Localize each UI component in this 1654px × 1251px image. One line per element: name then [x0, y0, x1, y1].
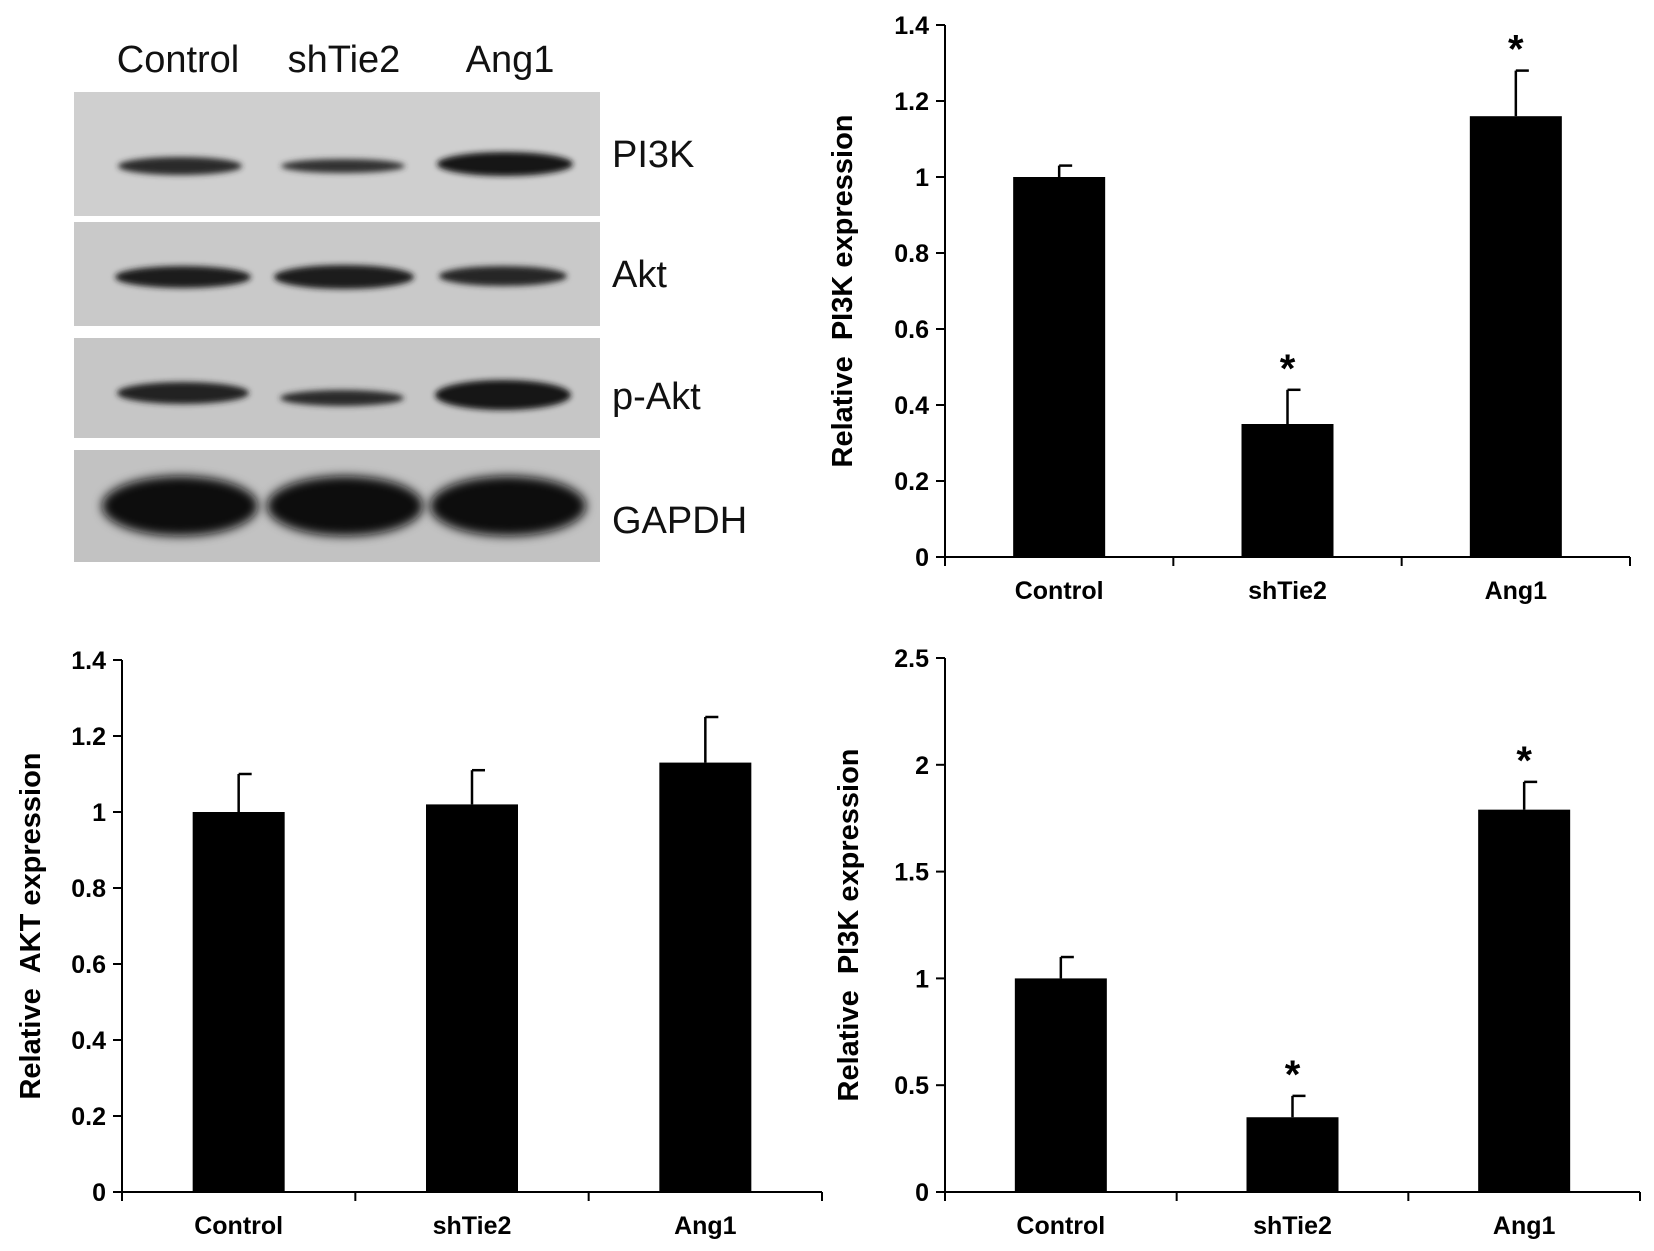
x-category-label: Ang1	[674, 1212, 737, 1240]
y-tick-label: 2	[915, 752, 929, 780]
lane-label-control: Control	[117, 39, 240, 81]
y-tick-label: 0.2	[71, 1103, 106, 1131]
lane-label-shtie2: shTie2	[288, 39, 401, 81]
x-category-label: shTie2	[1248, 577, 1327, 605]
y-tick-label: 0.6	[71, 951, 106, 979]
bar-chart-akt: 0 0.2 0.4 0.6 0.8 1 1.2 1.4 Control shTie2 Ang1 Rel…	[15, 647, 823, 1240]
bar-shtie2	[426, 804, 518, 1192]
blot-band-pi3k-shtie2	[281, 159, 405, 173]
y-tick-label: 1.2	[894, 88, 929, 116]
x-category-label: Ang1	[1493, 1212, 1556, 1240]
significance-marker: *	[1280, 347, 1296, 391]
blot-row-label-pakt: p-Akt	[612, 376, 701, 418]
blot-band-gapdh-shtie2	[267, 476, 423, 536]
y-tick-label: 1	[92, 799, 106, 827]
y-tick-label: 2.5	[894, 645, 929, 673]
blot-band-akt-shtie2	[274, 265, 414, 289]
blot-band-pakt-control	[117, 382, 249, 404]
y-tick-label: 1.4	[894, 12, 929, 40]
y-tick-label: 0.8	[894, 240, 929, 268]
lane-label-ang1: Ang1	[466, 39, 555, 81]
blot-band-gapdh-ang1	[430, 476, 586, 536]
blot-band-gapdh-control	[102, 476, 258, 536]
blot-band-pi3k-ang1	[437, 152, 573, 176]
bar-shtie2	[1246, 1117, 1339, 1192]
blot-row-label-gapdh: GAPDH	[612, 500, 747, 542]
y-axis-label: Relative PI3K expression	[833, 749, 865, 1102]
x-category-label: Control	[1016, 1212, 1105, 1240]
significance-marker: *	[1285, 1053, 1301, 1097]
y-tick-label: 1.2	[71, 723, 106, 751]
y-tick-label: 0	[915, 1179, 929, 1207]
western-blot-panel: Control shTie2 Ang1 PI3K Akt p-Akt GAPDH	[74, 39, 747, 562]
y-tick-label: 0.8	[71, 875, 106, 903]
bar-control	[192, 812, 285, 1192]
bar-control	[1013, 177, 1106, 557]
x-category-label: shTie2	[433, 1212, 512, 1240]
bar-chart-pi3k-bottom: 0 0.5 1 1.5 2 2.5 Control shTie2 * Ang1 * Relative …	[833, 645, 1641, 1240]
y-tick-label: 0.6	[894, 316, 929, 344]
x-category-label: Control	[1015, 577, 1104, 605]
blot-band-pakt-shtie2	[280, 390, 404, 406]
y-tick-label: 0	[92, 1179, 106, 1207]
y-axis-label: Relative PI3K expression	[827, 115, 859, 468]
y-tick-label: 1.5	[894, 859, 929, 887]
y-axis-label: Relative AKT expression	[15, 752, 47, 1099]
bar-ang1	[659, 762, 752, 1192]
x-category-label: Ang1	[1485, 577, 1548, 605]
blot-row-label-pi3k: PI3K	[612, 134, 694, 176]
bar-ang1	[1469, 116, 1562, 557]
y-tick-label: 1	[915, 164, 929, 192]
x-category-label: shTie2	[1253, 1212, 1332, 1240]
y-tick-label: 0.4	[71, 1027, 106, 1055]
blot-band-pi3k-control	[118, 157, 242, 175]
blot-band-akt-control	[115, 266, 251, 288]
y-tick-label: 1.4	[71, 647, 106, 675]
blot-band-akt-ang1	[439, 266, 567, 286]
blot-band-pakt-ang1	[435, 380, 571, 410]
y-tick-label: 0	[915, 544, 929, 572]
y-tick-label: 1	[915, 965, 929, 993]
blot-row-label-akt: Akt	[612, 254, 667, 296]
bar-shtie2	[1241, 424, 1334, 557]
bar-control	[1014, 978, 1107, 1192]
bar-chart-pi3k-top: 0 0.2 0.4 0.6 0.8 1 1.2 1.4 Control shTie2 * Ang1 * R…	[827, 12, 1631, 605]
y-tick-label: 0.4	[894, 392, 929, 420]
significance-marker: *	[1516, 739, 1532, 783]
y-tick-label: 0.5	[894, 1072, 929, 1100]
x-category-label: Control	[194, 1212, 283, 1240]
bar-ang1	[1478, 809, 1571, 1192]
y-tick-label: 0.2	[894, 468, 929, 496]
significance-marker: *	[1508, 28, 1524, 72]
